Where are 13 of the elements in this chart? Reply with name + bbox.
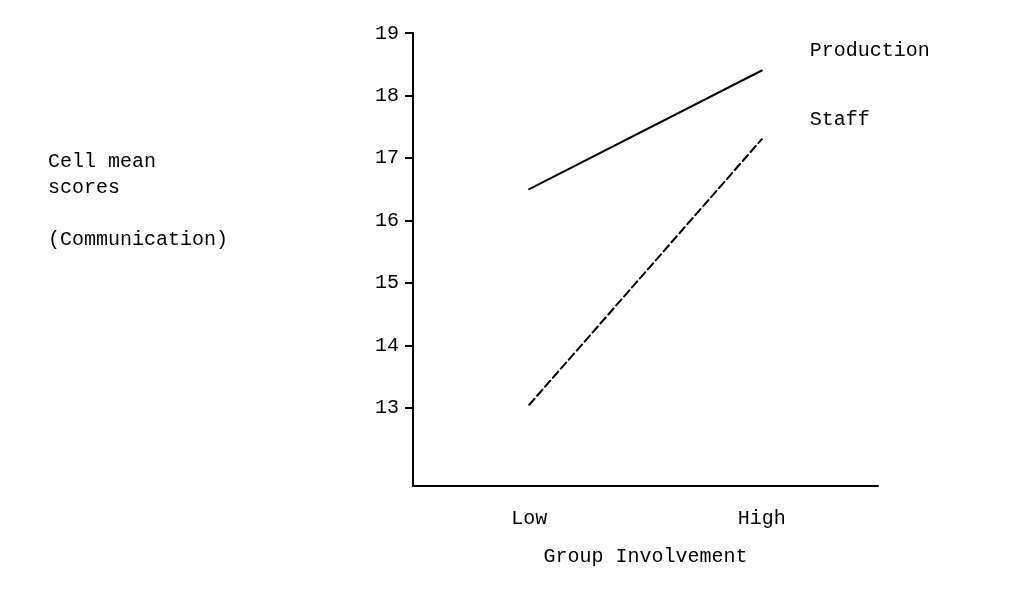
y-tick-label: 13 — [374, 396, 399, 420]
y-tick-label: 19 — [374, 21, 399, 45]
y-tick-label: 15 — [374, 271, 399, 295]
y-tick-label: 14 — [374, 333, 399, 357]
text: Staff — [809, 107, 870, 131]
y-tick-label: 17 — [374, 146, 399, 170]
y-tick-label: 16 — [374, 208, 399, 232]
x-axis-title: Group Involvement — [543, 544, 748, 568]
y-tick-label: 18 — [374, 83, 399, 107]
x-tick-label: High — [737, 506, 786, 530]
text: Production — [809, 38, 930, 62]
x-tick-label: Low — [511, 506, 548, 530]
text: Cell mean scores (Communication) — [48, 149, 229, 251]
